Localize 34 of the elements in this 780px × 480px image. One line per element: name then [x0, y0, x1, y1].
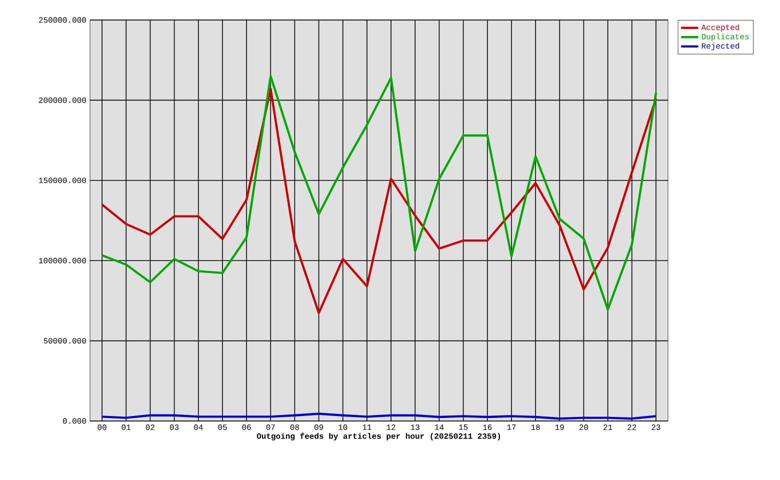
y-tick-label: 250000.000 — [39, 17, 86, 23]
x-tick-label: 19 — [555, 424, 564, 430]
y-tick-label: 0.000 — [62, 418, 86, 424]
x-tick-label: 10 — [338, 424, 348, 430]
x-tick-label: 20 — [579, 424, 588, 430]
legend-label: Duplicates — [702, 33, 749, 41]
y-tick-label: 150000.000 — [39, 178, 86, 184]
x-tick-label: 18 — [531, 424, 540, 430]
y-tick-label: 200000.000 — [39, 97, 86, 103]
x-tick-label: 12 — [386, 424, 396, 430]
y-tick-label: 100000.000 — [39, 258, 86, 264]
x-tick-label: 00 — [98, 424, 106, 430]
x-tick-label: 05 — [218, 424, 227, 430]
x-tick-label: 21 — [604, 424, 612, 430]
x-tick-label: 13 — [410, 424, 420, 430]
y-tick-label: 50000.000 — [44, 338, 86, 344]
x-tick-label: 08 — [290, 424, 299, 430]
legend-label: Accepted — [701, 24, 739, 32]
x-tick-label: 11 — [362, 424, 372, 430]
legend-label: Rejected — [702, 42, 739, 50]
x-tick-label: 22 — [628, 424, 636, 430]
x-tick-label: 04 — [194, 424, 203, 430]
x-tick-label: 09 — [314, 424, 324, 430]
x-tick-label: 02 — [146, 424, 154, 430]
x-tick-label: 07 — [266, 424, 275, 430]
x-tick-label: 16 — [483, 424, 492, 430]
x-tick-label: 01 — [122, 424, 131, 430]
x-tick-label: 23 — [652, 424, 660, 430]
x-tick-label: 06 — [242, 424, 251, 430]
x-axis-title: Outgoing feeds by articles per hour (20250211 2359) — [256, 432, 500, 440]
x-tick-label: 14 — [434, 424, 444, 430]
x-tick-label: 03 — [170, 424, 179, 430]
x-tick-label: 15 — [459, 424, 468, 430]
x-tick-label: 17 — [507, 424, 516, 430]
